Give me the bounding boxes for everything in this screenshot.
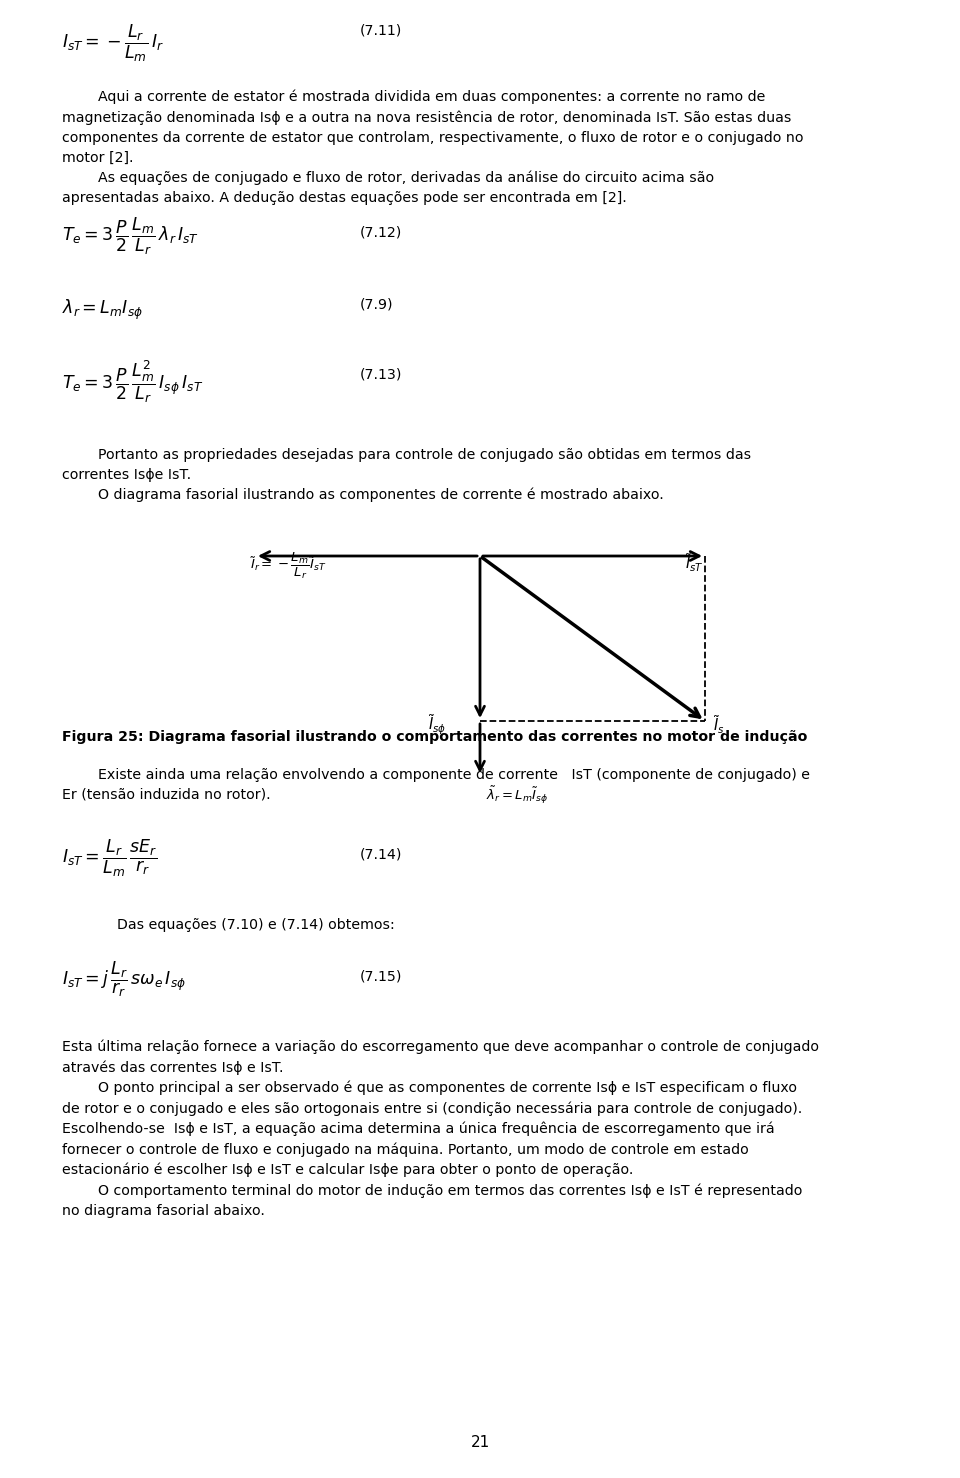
Text: Portanto as propriedades desejadas para controle de conjugado são obtidas em ter: Portanto as propriedades desejadas para … [62,448,751,503]
Text: $\tilde{I}_{sT}$: $\tilde{I}_{sT}$ [685,551,704,573]
Text: (7.15): (7.15) [360,970,402,984]
Text: $T_e = 3\,\dfrac{P}{2}\,\dfrac{L_m^2}{L_r}\,I_{s\phi}\,I_{sT}$: $T_e = 3\,\dfrac{P}{2}\,\dfrac{L_m^2}{L_… [62,358,204,405]
Text: $\tilde{\lambda}_r = L_m\tilde{I}_{s\phi}$: $\tilde{\lambda}_r = L_m\tilde{I}_{s\phi… [486,783,548,806]
Text: $T_e = 3\,\dfrac{P}{2}\,\dfrac{L_m}{L_r}\,\lambda_r\,I_{sT}$: $T_e = 3\,\dfrac{P}{2}\,\dfrac{L_m}{L_r}… [62,216,199,257]
Text: $I_{sT} = -\dfrac{L_r}{L_m}\,I_r$: $I_{sT} = -\dfrac{L_r}{L_m}\,I_r$ [62,24,164,65]
Text: Esta última relação fornece a variação do escorregamento que deve acompanhar o c: Esta última relação fornece a variação d… [62,1041,819,1218]
Text: (7.13): (7.13) [360,368,402,381]
Text: $\tilde{I}_s$: $\tilde{I}_s$ [713,712,725,736]
Text: (7.11): (7.11) [360,24,402,37]
Text: $\lambda_r = L_m I_{s\phi}$: $\lambda_r = L_m I_{s\phi}$ [62,299,143,322]
Text: $I_{sT} = j\,\dfrac{L_r}{r_r}\,s\omega_e\,I_{s\phi}$: $I_{sT} = j\,\dfrac{L_r}{r_r}\,s\omega_e… [62,961,186,999]
Text: $\tilde{I}_{s\phi}$: $\tilde{I}_{s\phi}$ [428,712,446,738]
Text: (7.12): (7.12) [360,226,402,239]
Text: $\tilde{I}_r = -\dfrac{L_m}{L_r}\tilde{I}_{sT}$: $\tilde{I}_r = -\dfrac{L_m}{L_r}\tilde{I… [250,551,326,581]
Text: Das equações (7.10) e (7.14) obtemos:: Das equações (7.10) e (7.14) obtemos: [117,918,395,933]
Text: Existe ainda uma relação envolvendo a componente de corrente   IsT (componente d: Existe ainda uma relação envolvendo a co… [62,769,810,801]
Text: Figura 25: Diagrama fasorial ilustrando o comportamento das correntes no motor d: Figura 25: Diagrama fasorial ilustrando … [62,730,807,743]
Text: $I_{sT} = \dfrac{L_r}{L_m}\,\dfrac{sE_r}{r_r}$: $I_{sT} = \dfrac{L_r}{L_m}\,\dfrac{sE_r}… [62,838,157,879]
Text: 21: 21 [470,1435,490,1450]
Text: Aqui a corrente de estator é mostrada dividida em duas componentes: a corrente n: Aqui a corrente de estator é mostrada di… [62,90,804,204]
Text: (7.9): (7.9) [360,299,394,312]
Text: (7.14): (7.14) [360,848,402,862]
